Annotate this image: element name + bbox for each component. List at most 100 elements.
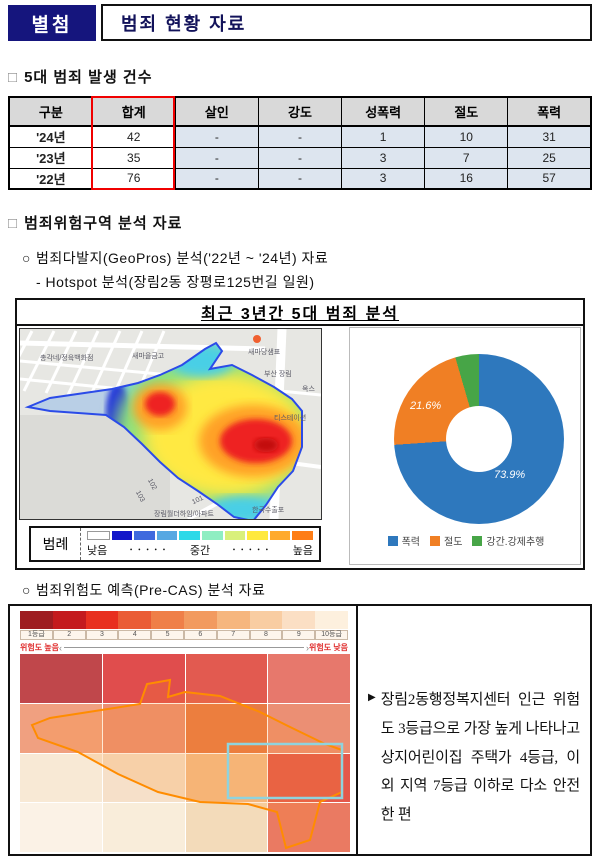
map-label: 부산 장림 [264,371,292,378]
legend-dots: • • • • • [232,546,271,554]
col-header: 구분 [8,96,93,127]
legend-swatch [430,535,440,546]
legend-mid-label: 중간 [189,545,211,557]
precas-note-pane: ▶ 장림2동행정복지센터 인근 위험도 3등급으로 가장 높게 나타나고 상지어… [358,606,590,854]
document-title-box: 범죄 현황 자료 [101,4,592,41]
section-heading-crime-counts: □ 5대 범죄 발생 건수 [8,66,153,87]
legend-swatch [269,531,291,540]
risk-high-label: 위험도 높음 [20,643,60,652]
crime-type-chart-panel: 73.9% 21.6% 폭력 절도 강간.강제추행 [349,327,581,565]
precas-grid-map [20,654,350,852]
cell: 3 [341,146,426,169]
col-header: 성폭력 [341,96,426,127]
arrow-line [64,647,304,648]
hotspot-box-title: 최근 3년간 5대 범죄 분석 [200,306,400,323]
circle-bullet-icon: ○ [22,582,31,598]
risk-cell [185,703,268,753]
scale-swatch [249,611,283,629]
legend-swatch [472,535,483,546]
legend-swatch [201,531,223,540]
legend-swatch [111,531,133,540]
cell-total: 35 [91,146,176,169]
legend-labels: 낮음 • • • • • 중간 • • • • • 높음 [87,542,313,558]
table-row: '24년 42 - - 1 10 31 [8,125,592,148]
col-header: 폭력 [507,96,592,127]
cell: - [174,146,259,169]
legend-swatch [292,531,313,540]
map-label: 새마을금고 [132,353,165,360]
precas-analysis-box: 1등급 2 3 4 5 6 7 8 9 10등급 위험도 높음 ‹ › 위험도 … [8,604,592,856]
legend-dots: • • • • • [129,546,168,554]
attachment-badge: 별첨 [8,5,96,41]
legend-label: 폭력 [401,537,420,548]
legend-low-label: 낮음 [87,545,108,557]
precas-map-pane: 1등급 2 3 4 5 6 7 8 9 10등급 위험도 높음 ‹ › 위험도 … [10,606,358,854]
risk-cell [185,803,268,852]
bullet-text: 범죄위험도 예측(Pre-CAS) 분석 자료 [35,582,266,598]
analysis-note: ▶ 장림2동행정복지센터 인근 위험도 3등급으로 가장 높게 나타나고 상지어… [368,686,580,830]
scale-swatch [216,611,250,629]
risk-cell [102,753,185,803]
risk-cell [20,703,102,753]
scale-swatch [151,611,184,629]
risk-cell [20,654,102,703]
map-label: 옥스 [302,386,315,393]
row-label: '24년 [8,125,93,148]
cell: 1 [341,125,426,148]
scale-swatch [282,611,316,629]
table-header-row: 구분 합계 살인 강도 성폭력 절도 폭력 [8,96,592,127]
cell: - [174,167,259,190]
map-label: 새마당샘표 [248,349,281,356]
district-boundary [24,341,303,519]
risk-cell [20,803,102,852]
hotspot-analysis-box: 최근 3년간 5대 범죄 분석 [15,298,585,570]
risk-cell [185,753,268,803]
scale-swatch [20,611,53,629]
map-label: 티스테이션 [274,415,307,422]
scale-swatch [183,611,217,629]
risk-cell [102,803,185,852]
scale-label: 10등급 [315,630,348,640]
risk-cell [268,753,350,803]
risk-low-label: 위험도 낮음 [308,643,348,652]
cell: 7 [424,146,509,169]
scale-swatch [315,611,348,629]
cell: - [257,167,343,190]
scale-swatch [52,611,86,629]
scale-label: 4 [118,630,152,640]
legend-label: 절도 [444,537,463,548]
donut-legend-item: 폭력 [387,533,420,548]
donut-legend: 폭력 절도 강간.강제추행 [350,533,582,548]
scale-swatch [118,611,152,629]
cell: 3 [341,167,426,190]
analysis-note-text: 장림2동행정복지센터 인근 위험도 3등급으로 가장 높게 나타나고 상지어린이… [380,692,580,824]
map-poi-dot [253,335,261,343]
table-row: '23년 35 - - 3 7 25 [8,146,592,169]
triangle-bullet-icon: ▶ [368,692,376,703]
map-label: 한국수출포 [252,507,285,514]
scale-label: 1등급 [20,630,53,640]
col-header: 강도 [257,96,343,127]
risk-cell [268,654,350,703]
col-header: 합계 [91,96,176,127]
legend-swatch [87,531,110,540]
document-title: 범죄 현황 자료 [121,13,247,34]
hotspot-box-title-bar: 최근 3년간 5대 범죄 분석 [17,300,583,326]
cell-total: 76 [91,167,176,190]
map-label: 총각네/정육백화점 [40,355,94,362]
risk-scale-swatches [20,611,348,629]
cell: - [257,125,343,148]
heatmap-svg [20,329,321,519]
scale-swatch [85,611,119,629]
risk-cell [102,654,185,703]
donut-legend-item: 절도 [430,533,462,548]
cell: 25 [507,146,592,169]
scale-label: 9 [282,630,316,640]
scale-label: 7 [216,630,250,640]
crime-table-wrap: 구분 합계 살인 강도 성폭력 절도 폭력 '24년 42 - - 1 10 3… [8,96,592,190]
risk-scale: 1등급 2 3 4 5 6 7 8 9 10등급 위험도 높음 ‹ › 위험도 … [20,611,348,653]
col-header: 살인 [174,96,259,127]
legend-swatch [179,531,200,540]
cell: 16 [424,167,509,190]
